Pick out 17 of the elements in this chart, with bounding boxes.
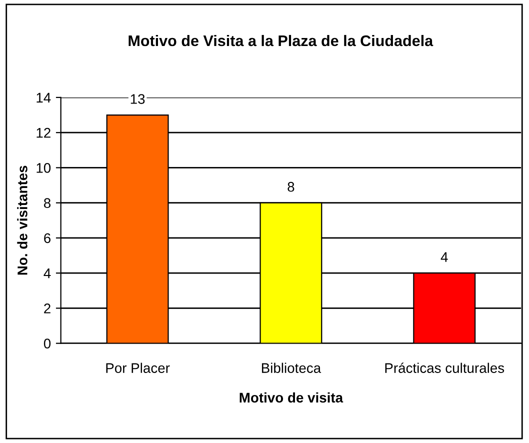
y-tick-label: 6 bbox=[44, 233, 51, 244]
x-tick-label: Por Placer bbox=[106, 362, 170, 373]
y-tick-label: 14 bbox=[36, 92, 51, 102]
data-label: 8 bbox=[288, 182, 294, 192]
data-label: 4 bbox=[440, 252, 448, 262]
x-tick-label: Prácticas culturales bbox=[385, 362, 504, 373]
y-tick-label: 12 bbox=[36, 128, 50, 138]
y-axis-title: No. de visitantes bbox=[17, 166, 28, 275]
y-tick-label: 2 bbox=[44, 304, 50, 314]
y-tick-label: 8 bbox=[44, 198, 51, 208]
x-tick-label: Biblioteca bbox=[262, 362, 322, 373]
y-tick-label: 10 bbox=[36, 163, 51, 173]
data-label: 13 bbox=[130, 94, 145, 104]
x-axis-title: Motivo de visita bbox=[240, 392, 344, 403]
y-tick-label: 0 bbox=[44, 338, 51, 348]
chart-title: Motivo de Visita a la Plaza de la Ciudadela bbox=[128, 34, 434, 46]
y-tick-label: 4 bbox=[44, 268, 51, 278]
